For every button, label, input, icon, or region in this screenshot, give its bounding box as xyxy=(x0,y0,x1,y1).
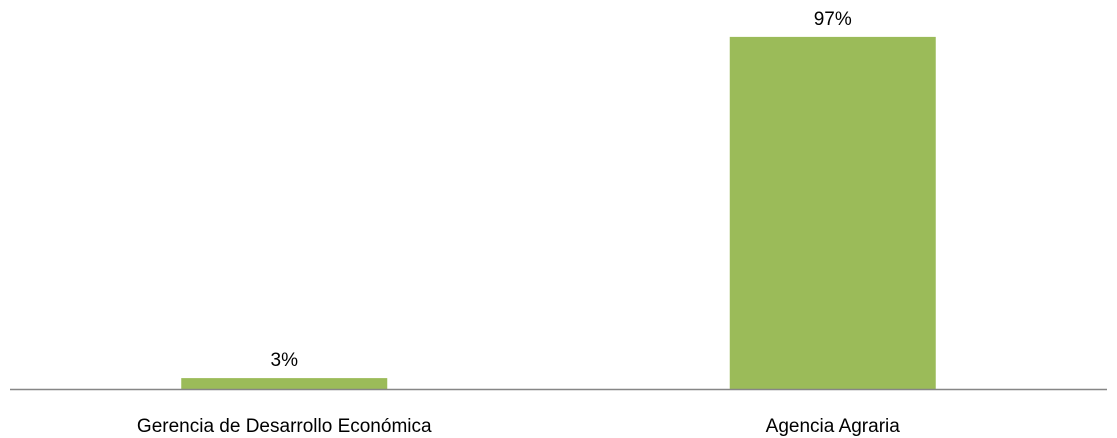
bar-0 xyxy=(181,378,388,389)
x-tick-label-0: Gerencia de Desarrollo Económica xyxy=(137,416,432,437)
x-tick-label-1: Agencia Agraria xyxy=(766,416,901,437)
data-label-1: 97% xyxy=(814,9,852,30)
data-label-0: 3% xyxy=(271,350,299,371)
x-tick-labels-layer: Gerencia de Desarrollo Económica Agencia … xyxy=(137,416,900,437)
bars-layer xyxy=(181,36,936,389)
bar-1 xyxy=(729,36,936,389)
data-labels-layer: 3% 97% xyxy=(271,9,852,371)
